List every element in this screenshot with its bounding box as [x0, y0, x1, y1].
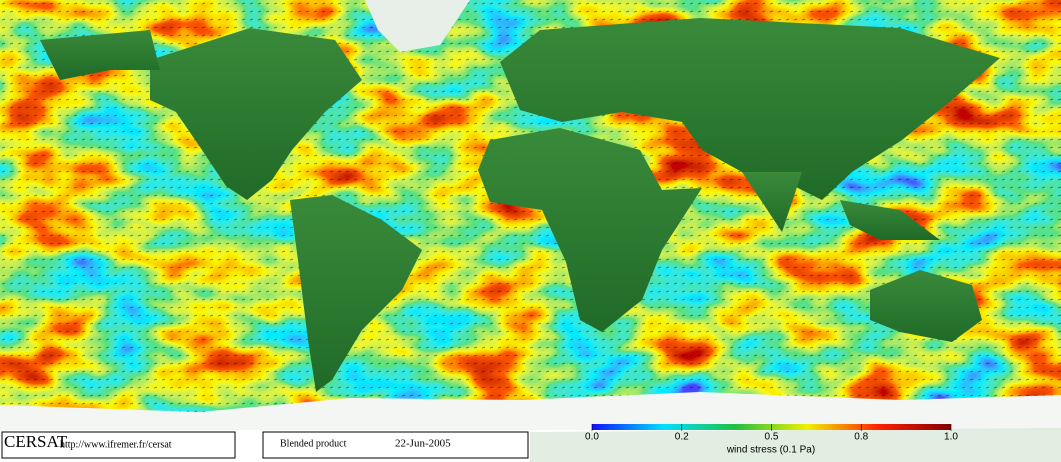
colorbar-tick-label: 0.8 [854, 432, 868, 443]
antarctica [0, 392, 1061, 430]
colorbar-tick-label: 1.0 [944, 432, 958, 443]
land [40, 18, 1000, 392]
product: Blended product [280, 438, 347, 449]
colorbar-label: wind stress (0.1 Pa) [726, 445, 815, 456]
colorbar-tick-label: 0.0 [585, 432, 599, 443]
greenland [365, 0, 470, 52]
logo: CERSAT [4, 432, 68, 451]
url: http://www.ifremer.fr/cersat [60, 439, 172, 450]
colorbar-tick-label: 0.5 [765, 432, 779, 443]
info-box [262, 431, 529, 459]
footer-terrain [530, 428, 1061, 462]
date: 22-Jun-2005 [395, 438, 451, 450]
info-box [1, 431, 236, 459]
colorbar-tick-label: 0.2 [675, 432, 689, 443]
